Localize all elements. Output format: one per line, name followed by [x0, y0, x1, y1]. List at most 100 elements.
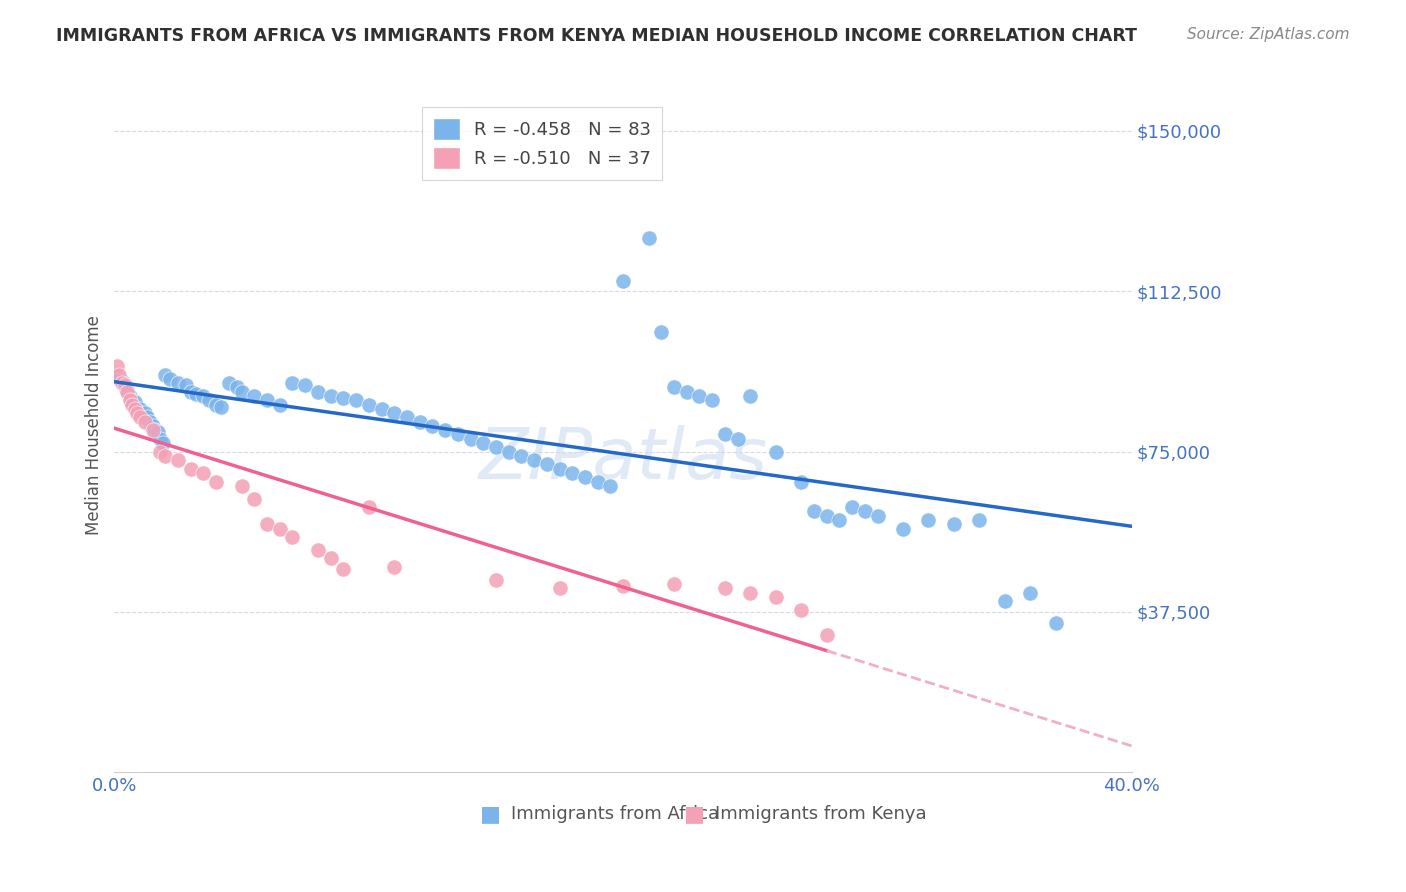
Point	[231, 384, 253, 399]
Point	[969, 513, 991, 527]
Point	[510, 449, 533, 463]
Point	[891, 522, 914, 536]
Point	[447, 427, 470, 442]
Point	[256, 517, 278, 532]
Text: Immigrants from Kenya: Immigrants from Kenya	[714, 805, 927, 823]
Text: IMMIGRANTS FROM AFRICA VS IMMIGRANTS FROM KENYA MEDIAN HOUSEHOLD INCOME CORRELAT: IMMIGRANTS FROM AFRICA VS IMMIGRANTS FRO…	[56, 27, 1137, 45]
Point	[149, 444, 172, 458]
Point	[180, 384, 202, 399]
Point	[815, 628, 838, 642]
Point	[917, 513, 939, 527]
Point	[344, 393, 367, 408]
Point	[155, 368, 177, 382]
Legend: R = -0.458   N = 83, R = -0.510   N = 37: R = -0.458 N = 83, R = -0.510 N = 37	[422, 107, 662, 180]
Point	[167, 376, 190, 391]
Point	[142, 418, 165, 433]
Point	[159, 372, 181, 386]
Point	[128, 401, 150, 416]
Point	[136, 410, 159, 425]
Point	[357, 398, 380, 412]
Point	[149, 432, 172, 446]
Point	[108, 368, 131, 382]
Point	[128, 410, 150, 425]
Point	[612, 274, 634, 288]
Point	[124, 401, 146, 416]
Point	[243, 491, 266, 506]
Point	[114, 378, 136, 392]
Point	[134, 406, 156, 420]
Point	[155, 449, 177, 463]
Point	[536, 458, 558, 472]
Point	[675, 384, 697, 399]
Text: ■: ■	[683, 804, 704, 824]
Point	[637, 231, 659, 245]
Point	[853, 504, 876, 518]
Point	[382, 406, 405, 420]
Point	[269, 398, 291, 412]
Point	[111, 376, 134, 391]
Point	[174, 378, 197, 392]
Point	[124, 395, 146, 409]
Point	[740, 389, 762, 403]
Text: Source: ZipAtlas.com: Source: ZipAtlas.com	[1187, 27, 1350, 42]
Point	[114, 380, 136, 394]
Point	[434, 423, 457, 437]
Point	[180, 461, 202, 475]
Point	[111, 374, 134, 388]
Point	[765, 590, 787, 604]
Point	[395, 410, 418, 425]
Point	[121, 398, 143, 412]
Point	[319, 389, 342, 403]
Text: ■: ■	[481, 804, 502, 824]
Point	[408, 415, 430, 429]
Point	[193, 389, 215, 403]
Point	[134, 415, 156, 429]
Point	[256, 393, 278, 408]
Point	[422, 418, 444, 433]
Point	[790, 603, 813, 617]
Point	[139, 415, 162, 429]
Point	[152, 436, 174, 450]
Point	[332, 391, 354, 405]
Point	[105, 368, 128, 382]
Point	[740, 585, 762, 599]
Point	[231, 479, 253, 493]
Point	[942, 517, 965, 532]
Point	[574, 470, 596, 484]
Point	[225, 380, 247, 394]
Point	[118, 389, 141, 403]
Point	[197, 393, 219, 408]
Point	[586, 475, 609, 489]
Point	[714, 427, 737, 442]
Point	[815, 508, 838, 523]
Point	[108, 372, 131, 386]
Point	[548, 461, 571, 475]
Point	[460, 432, 482, 446]
Point	[243, 389, 266, 403]
Point	[866, 508, 889, 523]
Point	[382, 560, 405, 574]
Point	[561, 466, 583, 480]
Point	[1019, 585, 1042, 599]
Point	[702, 393, 724, 408]
Point	[548, 582, 571, 596]
Point	[281, 530, 304, 544]
Point	[118, 393, 141, 408]
Point	[218, 376, 240, 391]
Point	[115, 383, 138, 397]
Point	[727, 432, 749, 446]
Point	[370, 401, 392, 416]
Point	[612, 579, 634, 593]
Text: ZIPatlas: ZIPatlas	[478, 425, 768, 494]
Point	[269, 522, 291, 536]
Point	[1045, 615, 1067, 630]
Point	[205, 398, 228, 412]
Point	[121, 393, 143, 408]
Point	[307, 543, 329, 558]
Point	[357, 500, 380, 515]
Point	[803, 504, 825, 518]
Point	[127, 406, 149, 420]
Point	[193, 466, 215, 480]
Point	[662, 577, 685, 591]
Point	[307, 384, 329, 399]
